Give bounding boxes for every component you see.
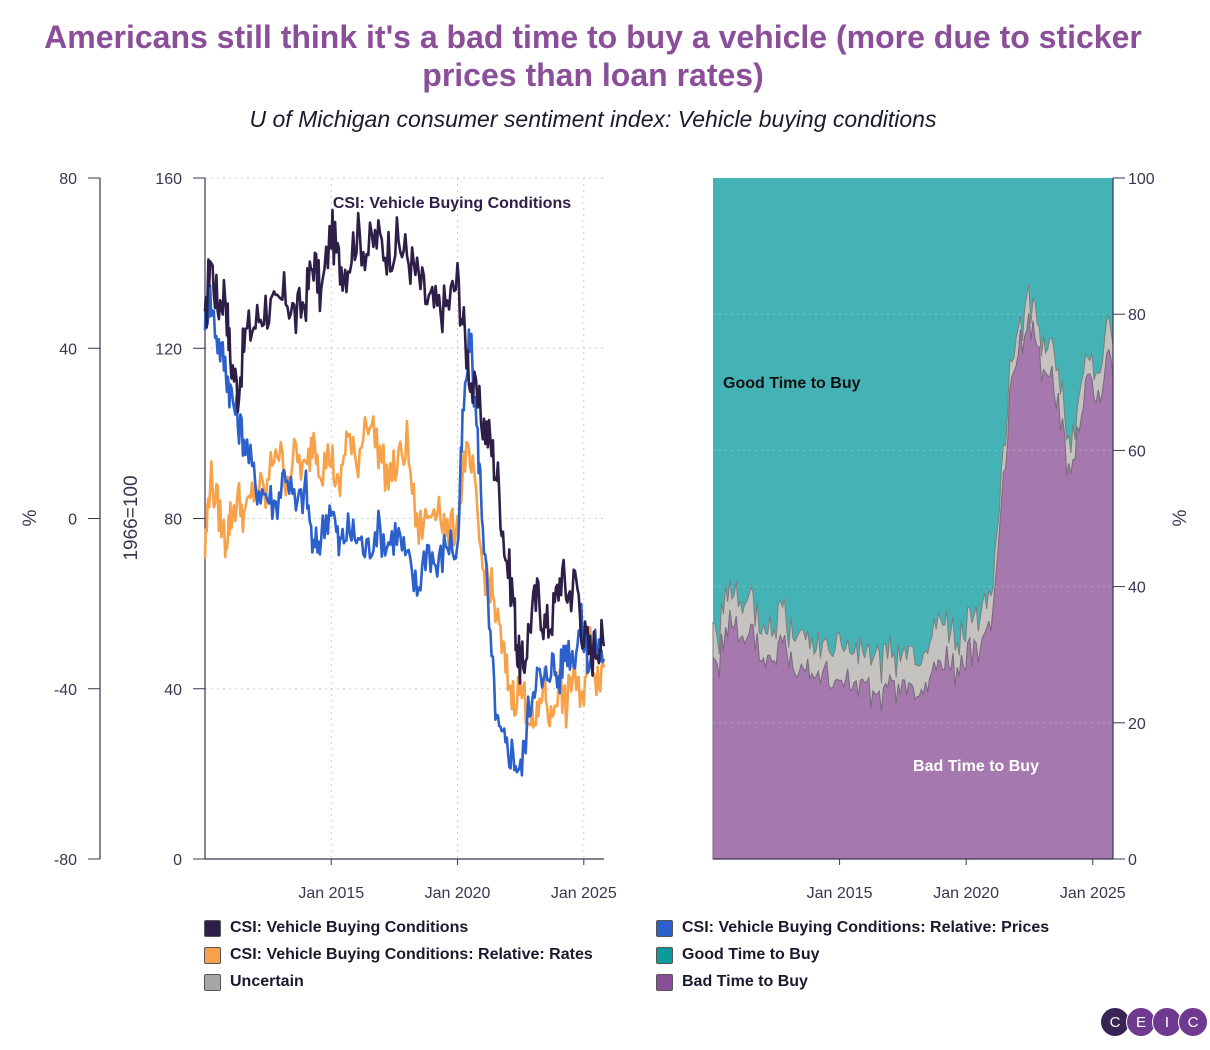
legend-label-rates: CSI: Vehicle Buying Conditions: Relative… xyxy=(230,946,593,963)
legend-swatch-rates xyxy=(204,946,221,964)
legend-swatch-good xyxy=(656,946,673,964)
legend-item-good[interactable]: Good Time to Buy xyxy=(656,946,819,964)
series-line-prices xyxy=(203,284,606,777)
x-tick-label: Jan 2025 xyxy=(1060,885,1126,902)
index-axis-label: 1966=100 xyxy=(121,475,142,560)
logo-letter: C xyxy=(1178,1007,1208,1037)
x-tick-label: Jan 2020 xyxy=(933,885,999,902)
right-tick-label: 40 xyxy=(1128,580,1146,597)
legend-label-bad: Bad Time to Buy xyxy=(682,973,808,990)
x-tick-label: Jan 2025 xyxy=(551,885,617,902)
legend-item-csi[interactable]: CSI: Vehicle Buying Conditions xyxy=(204,919,468,937)
index-tick-label: 0 xyxy=(173,852,182,869)
logo-letter: C xyxy=(1100,1007,1130,1037)
legend-swatch-uncertain xyxy=(204,973,221,991)
annotation-good-time: Good Time to Buy xyxy=(723,375,861,392)
legend-label-uncertain: Uncertain xyxy=(230,973,304,990)
pct-axis-label: % xyxy=(20,509,41,526)
right-axis-label: % xyxy=(1170,509,1191,526)
chart-title: Americans still think it's a bad time to… xyxy=(44,19,1142,93)
logo-letter: I xyxy=(1152,1007,1182,1037)
legend-swatch-prices xyxy=(656,919,673,937)
chart-canvas: 80 40 0 -40 -80 160 120 80 40 0 Jan 2015 Jan 2020 Ja… xyxy=(20,171,1191,902)
logo-letter: E xyxy=(1126,1007,1156,1037)
index-tick-label: 80 xyxy=(164,512,182,529)
pct-tick-label: -80 xyxy=(54,852,77,869)
index-tick-label: 160 xyxy=(155,171,182,188)
right-tick-label: 100 xyxy=(1128,171,1155,188)
annotation-csi: CSI: Vehicle Buying Conditions xyxy=(333,195,571,212)
legend-swatch-csi xyxy=(204,919,221,937)
right-tick-label: 80 xyxy=(1128,307,1146,324)
ceic-logo: C E I C xyxy=(1100,1007,1208,1037)
series-line-csi xyxy=(203,208,606,685)
pct-tick-label: -40 xyxy=(54,682,77,699)
index-tick-label: 40 xyxy=(164,682,182,699)
pct-tick-label: 80 xyxy=(59,171,77,188)
x-tick-label: Jan 2020 xyxy=(425,885,491,902)
index-tick-label: 120 xyxy=(155,341,182,358)
legend-item-uncertain[interactable]: Uncertain xyxy=(204,973,304,991)
right-tick-label: 0 xyxy=(1128,852,1137,869)
chart-subtitle: U of Michigan consumer sentiment index: … xyxy=(249,106,937,132)
pct-tick-label: 40 xyxy=(59,341,77,358)
legend-swatch-bad xyxy=(656,973,673,991)
area-bad-time-to-buy xyxy=(712,313,1114,860)
pct-tick-label: 0 xyxy=(68,512,77,529)
legend-item-rates[interactable]: CSI: Vehicle Buying Conditions: Relative… xyxy=(204,946,593,964)
legend-label-csi: CSI: Vehicle Buying Conditions xyxy=(230,919,469,936)
legend-item-bad[interactable]: Bad Time to Buy xyxy=(656,973,808,991)
legend-label-good: Good Time to Buy xyxy=(682,946,820,963)
legend-item-prices[interactable]: CSI: Vehicle Buying Conditions: Relative… xyxy=(656,919,1049,937)
annotation-bad-time: Bad Time to Buy xyxy=(913,758,1039,775)
right-tick-label: 20 xyxy=(1128,716,1146,733)
x-tick-label: Jan 2015 xyxy=(807,885,873,902)
legend-label-prices: CSI: Vehicle Buying Conditions: Relative… xyxy=(682,919,1050,936)
x-tick-label: Jan 2015 xyxy=(298,885,364,902)
right-tick-label: 60 xyxy=(1128,443,1146,460)
